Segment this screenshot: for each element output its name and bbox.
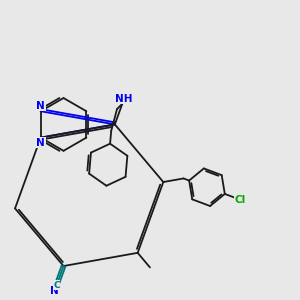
Text: Cl: Cl <box>235 195 246 205</box>
Text: NH: NH <box>116 94 133 104</box>
Text: N: N <box>36 101 45 111</box>
Text: N: N <box>50 286 59 296</box>
Text: N: N <box>36 138 45 148</box>
Text: C: C <box>53 280 60 290</box>
